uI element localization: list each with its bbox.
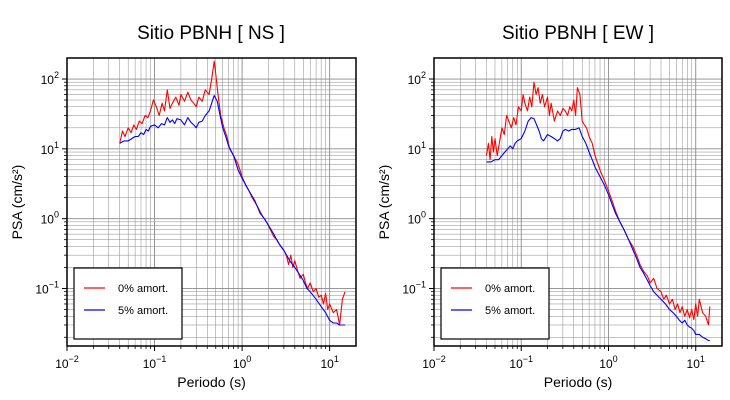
y-tick-label-base: 10 — [41, 73, 55, 87]
x-tick-label: 101 — [320, 354, 338, 371]
y-tick-label: 10−1 — [402, 279, 426, 296]
y-tick-label-exp: 2 — [421, 70, 426, 80]
y-tick-label-base: 10 — [402, 282, 416, 296]
x-axis-label: Periodo (s) — [177, 374, 245, 390]
y-tick-label: 100 — [41, 210, 59, 227]
x-tick-label: 100 — [599, 354, 617, 371]
x-tick-label: 10−2 — [55, 354, 79, 371]
series-line-damped — [119, 94, 346, 326]
x-tick-label-base: 10 — [143, 357, 157, 371]
y-tick-label: 10−1 — [35, 279, 59, 296]
x-tick-label-base: 10 — [320, 357, 334, 371]
plot-frame — [66, 57, 357, 347]
y-tick-label-base: 10 — [408, 143, 422, 157]
x-tick-label-exp: −1 — [156, 354, 166, 364]
y-tick-label-exp: 1 — [54, 140, 59, 150]
legend: 0% amort. 5% amort. — [440, 267, 550, 340]
chart-title: Sitio PBNH [ EW ] — [502, 23, 654, 44]
y-tick-label-exp: −1 — [49, 279, 59, 289]
y-tick-label: 101 — [41, 140, 59, 157]
x-tick-label-base: 10 — [422, 357, 436, 371]
x-tick-label: 101 — [687, 354, 705, 371]
legend-label: 0% amort. — [485, 283, 535, 295]
y-axis-label: PSA (cm/s²) — [9, 165, 25, 240]
y-tick-label: 100 — [408, 210, 426, 227]
x-tick-label-base: 10 — [687, 357, 701, 371]
y-tick-label: 101 — [408, 140, 426, 157]
y-tick-label: 102 — [41, 70, 59, 87]
x-tick-label-base: 10 — [233, 357, 247, 371]
x-tick-label-exp: 0 — [613, 354, 618, 364]
x-tick-label: 10−1 — [509, 354, 533, 371]
x-tick-label: 10−2 — [422, 354, 446, 371]
y-tick-label: 102 — [408, 70, 426, 87]
x-tick-label: 10−1 — [143, 354, 167, 371]
series-line-undamped — [119, 60, 346, 326]
legend-label: 5% amort. — [118, 305, 168, 317]
legend: 0% amort. 5% amort. — [73, 267, 183, 340]
y-tick-label-exp: 0 — [54, 210, 59, 220]
series-line-damped — [486, 117, 710, 342]
legend-box — [73, 267, 183, 340]
y-tick-label-base: 10 — [408, 213, 422, 227]
x-tick-label-exp: 0 — [246, 354, 251, 364]
y-tick-label-base: 10 — [408, 73, 422, 87]
y-tick-label-exp: 0 — [421, 210, 426, 220]
x-axis-label: Periodo (s) — [544, 374, 612, 390]
x-tick-label-exp: 1 — [700, 354, 705, 364]
legend-label: 5% amort. — [485, 305, 535, 317]
legend-label: 0% amort. — [118, 283, 168, 295]
plot-frame — [433, 57, 723, 347]
x-tick-label-exp: −2 — [436, 354, 446, 364]
series-line-undamped — [485, 81, 711, 326]
y-tick-label-base: 10 — [41, 143, 55, 157]
x-tick-label-base: 10 — [55, 357, 69, 371]
x-tick-label: 100 — [233, 354, 251, 371]
x-tick-label-base: 10 — [599, 357, 613, 371]
y-tick-label-base: 10 — [35, 282, 49, 296]
y-tick-label-exp: −1 — [416, 279, 426, 289]
y-axis-label: PSA (cm/s²) — [376, 165, 392, 240]
y-tick-label-exp: 1 — [421, 140, 426, 150]
x-tick-label-base: 10 — [509, 357, 523, 371]
y-tick-label-exp: 2 — [54, 70, 59, 80]
x-tick-label-exp: −2 — [69, 354, 79, 364]
x-tick-label-exp: 1 — [334, 354, 339, 364]
chart-title: Sitio PBNH [ NS ] — [137, 23, 285, 44]
grid — [67, 58, 356, 346]
legend-box — [440, 267, 550, 340]
y-tick-label-base: 10 — [41, 213, 55, 227]
x-tick-label-exp: −1 — [523, 354, 533, 364]
